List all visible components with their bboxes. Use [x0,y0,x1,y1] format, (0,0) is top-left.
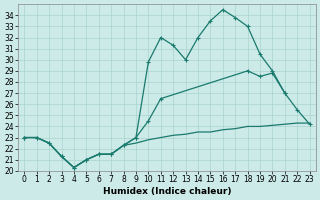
X-axis label: Humidex (Indice chaleur): Humidex (Indice chaleur) [103,187,231,196]
